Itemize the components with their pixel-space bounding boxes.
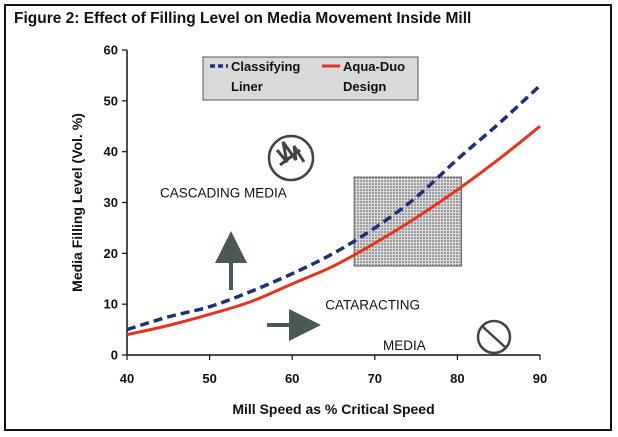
y-axis-label: Media Filling Level (Vol. %) [69, 113, 85, 292]
y-tick-label: 10 [104, 297, 118, 312]
x-tick-label: 80 [450, 371, 464, 386]
y-tick-label: 0 [111, 348, 118, 363]
figure-frame [4, 4, 612, 431]
legend-label-aqua-duo-line2: Design [343, 79, 386, 94]
cataracting-media-icon [476, 319, 512, 355]
annotation-label: MEDIA [383, 338, 426, 353]
x-tick-label: 40 [120, 371, 134, 386]
cascading-media-icon-lines [275, 141, 306, 167]
x-tick-label: 70 [368, 371, 382, 386]
y-tick-label: 60 [104, 43, 118, 58]
x-tick-label: 50 [202, 371, 216, 386]
figure-title: Figure 2: Effect of Filling Level on Med… [14, 10, 472, 27]
series-line-classifying-liner [126, 84, 542, 332]
y-tick-label: 20 [104, 246, 118, 261]
x-tick-label: 90 [533, 371, 547, 386]
y-tick-label: 30 [104, 195, 118, 210]
annotation-label: CATARACTING [325, 297, 420, 312]
legend-label-classifying-liner: Classifying [231, 59, 300, 74]
legend-label-aqua-duo: Aqua-Duo [343, 59, 405, 74]
y-tick-label: 40 [104, 144, 118, 159]
cascading-media-icon [267, 134, 315, 182]
cataracting-media-icon-slash [482, 326, 506, 348]
x-tick-label: 60 [285, 371, 299, 386]
annotation-label: CASCADING MEDIA [160, 185, 287, 200]
x-axis-label: Mill Speed as % Critical Speed [232, 401, 434, 417]
y-tick-label: 50 [104, 93, 118, 108]
legend-label-classifying-liner-line2: Liner [231, 79, 263, 94]
series-line-aqua-duo [126, 125, 541, 337]
legend-box [202, 56, 419, 101]
